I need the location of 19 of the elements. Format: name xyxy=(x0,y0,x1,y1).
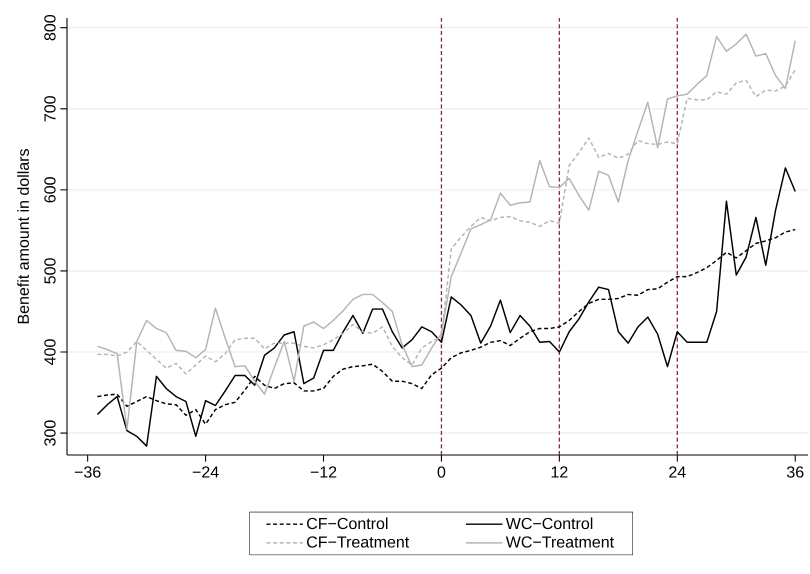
x-tick-label: 0 xyxy=(438,466,446,478)
legend-label: WC−Control xyxy=(506,517,592,530)
legend-label: WC−Treatment xyxy=(506,536,614,548)
x-tick-label: −12 xyxy=(310,466,336,478)
x-tick-label: −24 xyxy=(192,466,219,478)
x-tick-label: −36 xyxy=(74,466,101,478)
y-tick-label: 700 xyxy=(44,96,56,122)
y-axis-title: Benefit amount in dollars xyxy=(17,149,29,324)
y-tick-label: 400 xyxy=(44,339,56,365)
y-tick-label: 800 xyxy=(44,14,56,40)
x-tick-label: 36 xyxy=(786,466,804,478)
x-tick-label: 24 xyxy=(669,466,686,478)
x-tick-label: 12 xyxy=(552,466,568,478)
y-tick-label: 500 xyxy=(44,258,56,284)
legend-label: CF−Treatment xyxy=(307,536,410,548)
line-series xyxy=(96,33,796,430)
legend-label: CF−Control xyxy=(307,517,388,530)
y-tick-label: 600 xyxy=(44,177,56,202)
y-tick-label: 300 xyxy=(44,420,56,446)
